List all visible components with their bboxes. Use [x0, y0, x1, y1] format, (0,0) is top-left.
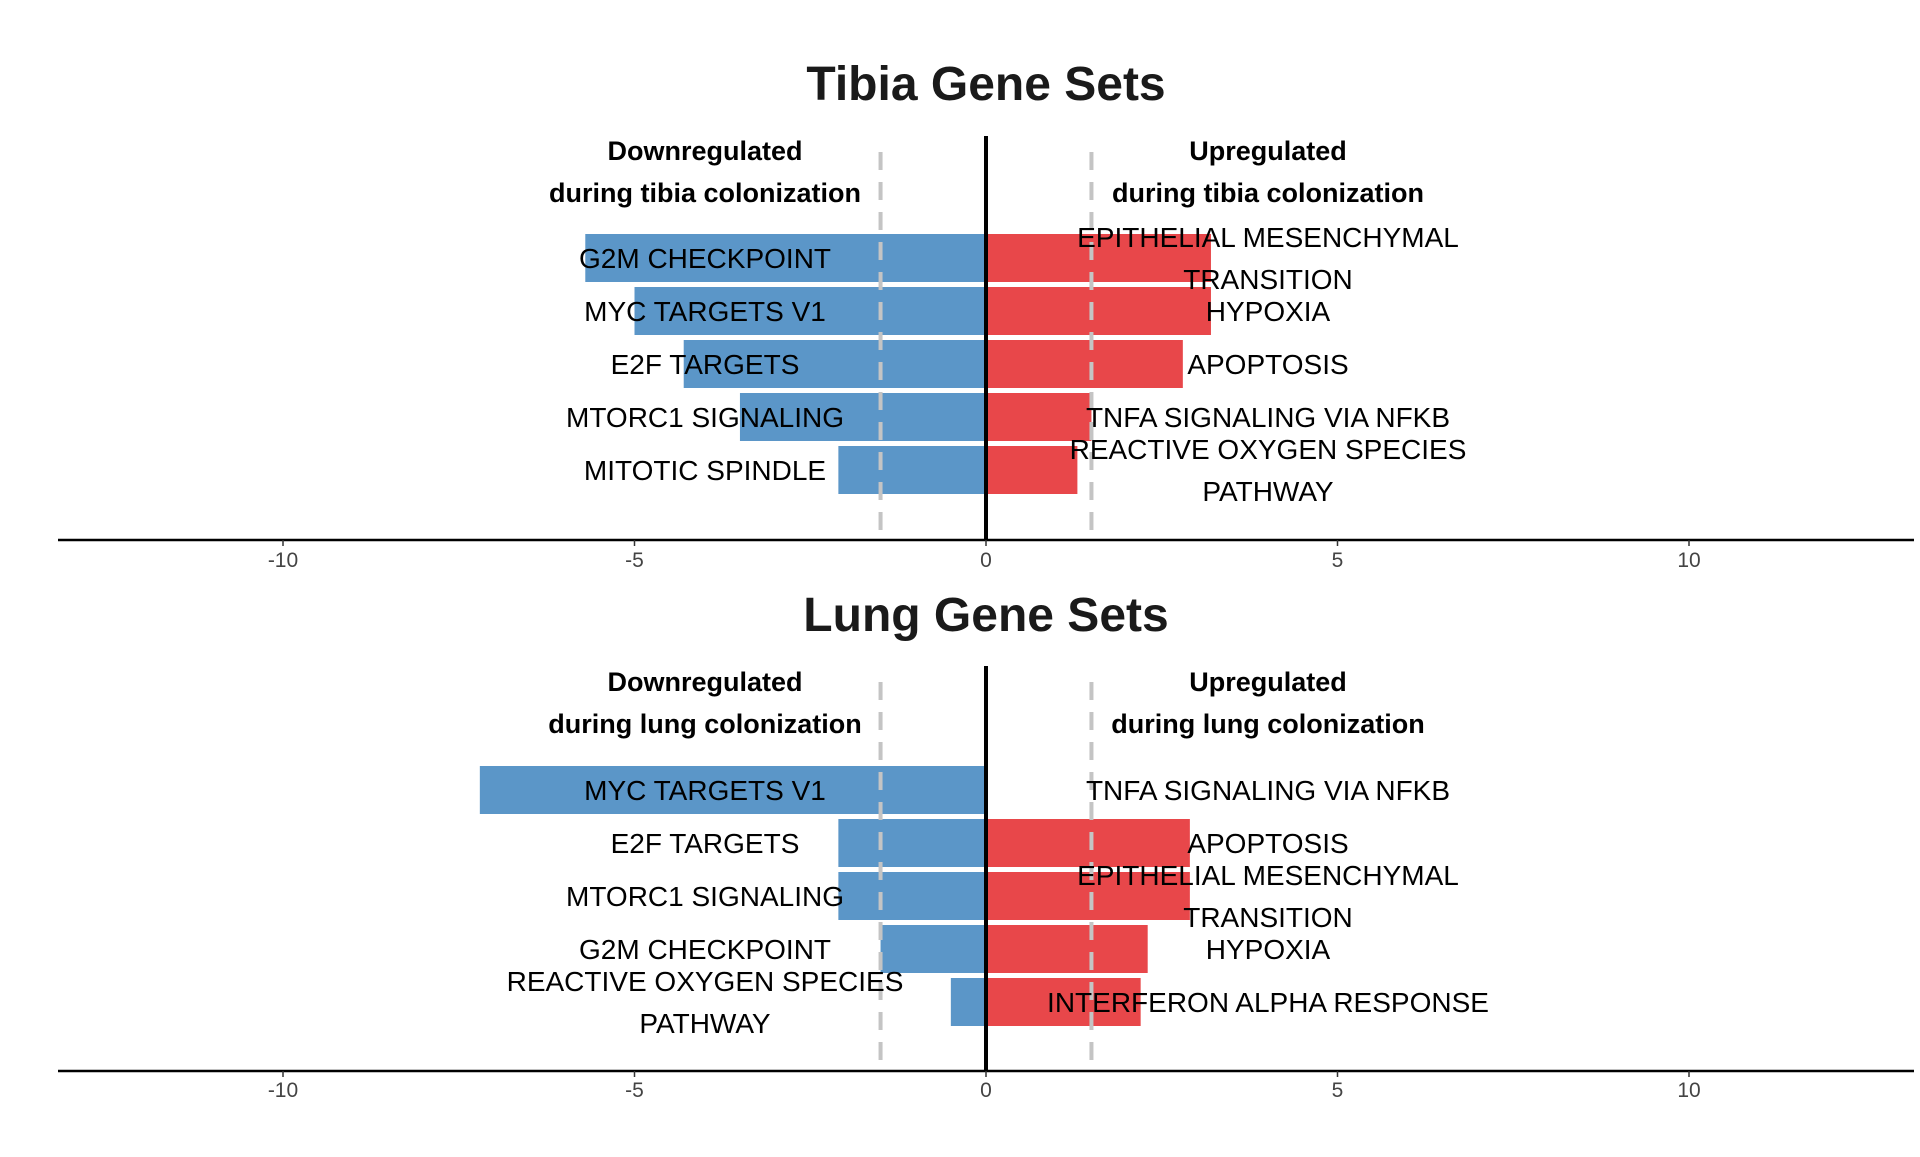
bar-up	[986, 446, 1078, 494]
bar-down	[838, 872, 986, 920]
bar-up	[986, 925, 1148, 973]
up-header: during lung colonization	[1111, 709, 1424, 739]
down-header: during tibia colonization	[549, 178, 861, 208]
category-label-down: MYC TARGETS V1	[584, 775, 826, 806]
bar-up	[986, 872, 1190, 920]
x-tick-label: 5	[1332, 549, 1344, 572]
category-label-down: E2F TARGETS	[611, 828, 800, 859]
category-label-up: APOPTOSIS	[1187, 349, 1348, 380]
up-header: during tibia colonization	[1112, 178, 1424, 208]
category-label-up: TRANSITION	[1183, 902, 1353, 933]
category-label-down: MTORC1 SIGNALING	[566, 402, 844, 433]
category-label-up: REACTIVE OXYGEN SPECIES	[1070, 434, 1467, 465]
bar-down	[880, 925, 986, 973]
category-label-up: TRANSITION	[1183, 264, 1353, 295]
down-header: during lung colonization	[548, 709, 861, 739]
x-tick-label: 10	[1677, 1079, 1700, 1102]
x-tick-label: -5	[625, 1079, 644, 1102]
category-label-down: MITOTIC SPINDLE	[584, 455, 826, 486]
category-label-up: APOPTOSIS	[1187, 828, 1348, 859]
panel-title: Tibia Gene Sets	[806, 58, 1165, 111]
category-label-down: MTORC1 SIGNALING	[566, 881, 844, 912]
category-label-up: EPITHELIAL MESENCHYMAL	[1077, 222, 1459, 253]
bar-up	[986, 234, 1211, 282]
category-label-up: INTERFERON ALPHA RESPONSE	[1047, 987, 1489, 1018]
category-label-up: PATHWAY	[1202, 476, 1334, 507]
category-label-down: E2F TARGETS	[611, 349, 800, 380]
category-label-down: G2M CHECKPOINT	[579, 243, 831, 274]
panel-title: Lung Gene Sets	[803, 589, 1168, 642]
bar-up	[986, 819, 1190, 867]
bar-down	[683, 340, 986, 388]
bar-down	[950, 978, 986, 1026]
bar-down	[838, 819, 986, 867]
category-label-down: REACTIVE OXYGEN SPECIES	[507, 966, 904, 997]
bar-up	[986, 287, 1211, 335]
category-label-up: TNFA SIGNALING VIA NFKB	[1086, 402, 1450, 433]
bar-down	[634, 287, 986, 335]
category-label-down: G2M CHECKPOINT	[579, 934, 831, 965]
category-label-down: MYC TARGETS V1	[584, 296, 826, 327]
bar-down	[585, 234, 986, 282]
x-tick-label: -10	[268, 549, 298, 572]
x-tick-label: 10	[1677, 549, 1700, 572]
category-label-up: EPITHELIAL MESENCHYMAL	[1077, 860, 1459, 891]
category-label-down: PATHWAY	[639, 1008, 771, 1039]
bar-up	[986, 393, 1092, 441]
down-header: Downregulated	[607, 667, 802, 697]
bar-down	[479, 766, 986, 814]
up-header: Upregulated	[1189, 667, 1347, 697]
down-header: Downregulated	[607, 136, 802, 166]
x-tick-label: -10	[268, 1079, 298, 1102]
bar-down	[838, 446, 986, 494]
x-tick-label: 0	[980, 1079, 992, 1102]
x-tick-label: -5	[625, 549, 644, 572]
bar-up	[986, 340, 1183, 388]
x-tick-label: 0	[980, 549, 992, 572]
up-header: Upregulated	[1189, 136, 1347, 166]
bar-up	[986, 978, 1141, 1026]
category-label-up: HYPOXIA	[1206, 934, 1331, 965]
category-label-up: TNFA SIGNALING VIA NFKB	[1086, 775, 1450, 806]
category-label-up: HYPOXIA	[1206, 296, 1331, 327]
bar-down	[739, 393, 986, 441]
x-tick-label: 5	[1332, 1079, 1344, 1102]
